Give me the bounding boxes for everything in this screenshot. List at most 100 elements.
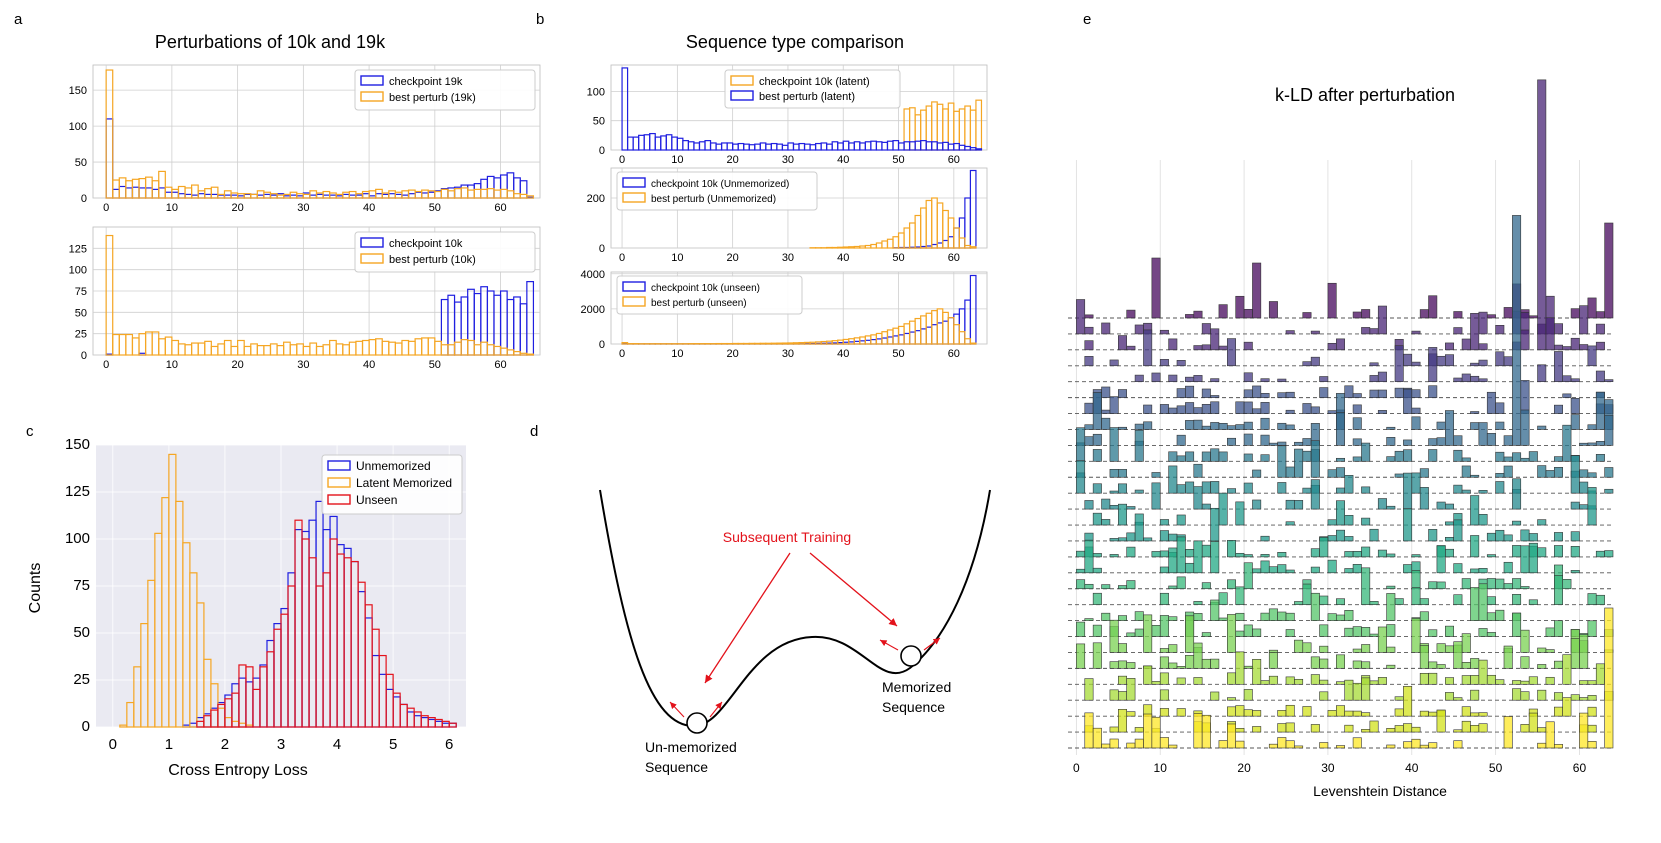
legend-box — [616, 275, 803, 315]
ridge-bar — [1369, 720, 1379, 733]
ridge-bar — [1227, 723, 1236, 749]
ridge-bar — [1118, 503, 1127, 526]
ridge-bar — [1243, 433, 1253, 446]
ridge-bar — [1369, 601, 1379, 605]
ridge-bar — [1470, 422, 1480, 430]
ridge-bar — [1428, 295, 1438, 319]
ridge-bar — [1168, 585, 1178, 590]
ridge-bar — [1352, 551, 1362, 558]
ridge-bar — [1126, 345, 1136, 351]
ridge-bar — [1126, 506, 1136, 510]
ridge-bar — [1319, 645, 1329, 653]
ridge-bar — [1520, 545, 1530, 574]
ridge-bar — [1210, 378, 1220, 383]
ridge-row — [1084, 607, 1614, 749]
x-tick-label: 30 — [782, 154, 794, 166]
ridge-bar — [1361, 627, 1371, 637]
ridge-bar — [1369, 328, 1379, 335]
ridge-row — [1076, 634, 1589, 669]
ridge-bar — [1084, 500, 1094, 510]
legend-swatch — [730, 75, 754, 86]
ridge-bar — [1336, 705, 1345, 717]
ridge-bar — [1109, 689, 1119, 701]
ridge-bar — [1277, 445, 1287, 478]
ridge-bar — [1453, 519, 1463, 542]
ridge-bar — [1336, 745, 1345, 749]
ridge-bar — [1201, 425, 1211, 430]
ridge-bar — [1604, 488, 1614, 494]
ridge-bar — [1478, 583, 1488, 621]
ridge-bar — [1151, 716, 1161, 749]
ridge-bar — [1545, 627, 1555, 637]
ridge-bar — [1118, 537, 1127, 542]
ridge-bar — [1545, 676, 1555, 685]
ridge-bar — [1394, 696, 1404, 701]
ridge-bar — [1243, 372, 1253, 383]
histogram-bar — [781, 342, 789, 345]
ridge-bar — [1327, 519, 1337, 526]
ridge-bar — [1268, 675, 1278, 685]
ridge-bar — [1470, 675, 1480, 685]
ridge-bar — [1118, 469, 1127, 478]
histogram-bar — [526, 195, 535, 199]
ridge-bar — [1377, 677, 1387, 685]
ridge-bar — [1579, 469, 1589, 478]
ridge-bar — [1310, 479, 1320, 510]
ridge-bar — [1227, 697, 1236, 701]
ridge-bar — [1285, 424, 1295, 430]
ridge-bar — [1176, 484, 1186, 494]
ridge-bar — [1386, 426, 1396, 430]
ridge-bar — [1193, 375, 1203, 383]
ridge-bar — [1176, 434, 1186, 446]
ridge-bar — [1084, 618, 1094, 621]
ridge-bar — [1159, 329, 1169, 335]
ridge-bar — [1268, 442, 1278, 446]
ridge-bar — [1118, 483, 1127, 494]
ridge-bar — [1470, 313, 1480, 351]
ridge-bar — [1352, 710, 1362, 717]
x-tick-label: 10 — [671, 252, 683, 264]
ridge-bar — [1092, 433, 1102, 446]
ridge-bar — [1310, 592, 1320, 621]
ridge-bar — [1595, 663, 1605, 685]
ridge-bar — [1168, 451, 1178, 462]
x-tick-label: 10 — [1154, 761, 1168, 775]
ridge-bar — [1587, 593, 1597, 605]
ridge-bar — [1352, 682, 1362, 701]
ridge-bar — [1554, 467, 1563, 478]
ridge-bar — [1235, 612, 1245, 621]
histogram-bar — [776, 342, 784, 345]
ridge-bar — [1352, 626, 1362, 637]
y-tick-label: 150 — [69, 85, 87, 97]
ridge-bar — [1512, 688, 1522, 701]
ridge-bar — [1470, 375, 1480, 383]
ridge-bar — [1369, 633, 1379, 637]
ridge-bar — [1243, 308, 1253, 319]
ridge-bar — [1428, 581, 1438, 590]
ridge-bar — [1268, 566, 1278, 574]
ridge-bar — [1570, 337, 1580, 351]
ridge-bar — [1344, 475, 1354, 494]
x-tick-label: 40 — [837, 348, 849, 360]
histogram-bar — [105, 234, 114, 356]
ridge-bar — [1453, 641, 1463, 669]
ridge-bar — [1495, 481, 1505, 494]
ridge-bar — [1595, 441, 1605, 446]
ridge-bar — [1453, 740, 1463, 749]
ridge-row — [1126, 686, 1597, 717]
ridge-bar — [1252, 568, 1262, 574]
ridge-bar — [1445, 548, 1454, 558]
ridge-bar — [1076, 460, 1086, 494]
ridge-bar — [1386, 505, 1396, 510]
ridge-bar — [1126, 662, 1136, 669]
ridge-bar — [1193, 419, 1203, 430]
x-tick-label: 2 — [221, 736, 229, 753]
ridge-bar — [1118, 691, 1127, 701]
ridge-bar — [1570, 570, 1580, 574]
ridge-bar — [1084, 314, 1094, 319]
ridge-bar — [1419, 645, 1429, 669]
ridge-bar — [1503, 465, 1513, 478]
ridge-bar — [1151, 372, 1161, 383]
legend: checkpoint 10k best perturb (10k) — [354, 231, 536, 273]
ridge-bar — [1352, 417, 1362, 430]
